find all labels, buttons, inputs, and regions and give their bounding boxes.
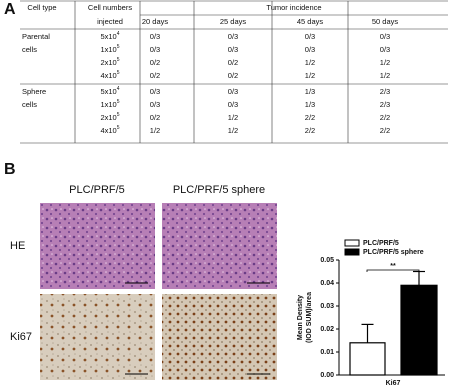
cell-number-exp: 4 [117,86,120,92]
cell-number: 4x105 [100,70,119,80]
header-cell: 45 days [297,17,324,26]
incidence: 0/3 [150,32,160,41]
row-label: Ki67 [10,331,32,343]
incidence: 1/2 [305,58,315,67]
cell-number-base: 2x10 [100,113,116,122]
he-image [40,203,155,289]
header-cell: Cell numbers [88,3,132,12]
incidence: 0/3 [150,100,160,109]
significance-bracket [366,269,420,272]
cell-number: 2x105 [100,57,119,67]
ki67-image [40,294,155,380]
row-label: HE [10,240,25,252]
row-group: cells [22,100,37,109]
cell-number-exp: 4 [117,31,120,37]
incidence: 0/2 [228,71,238,80]
cell-number-exp: 5 [117,112,120,118]
header-cell: 50 days [372,17,399,26]
cell-number-base: 1x10 [100,45,116,54]
cell-number-base: 2x10 [100,58,116,67]
incidence: 0/2 [228,58,238,67]
incidence: 2/3 [380,87,390,96]
header-cell: Tumor incidence [266,3,321,12]
row-group: cells [22,45,37,54]
column-label: PLC/PRF/5 sphere [173,184,265,196]
cell-number: 5x104 [100,86,119,96]
incidence: 1/2 [305,71,315,80]
tissue-images [40,203,277,380]
cell-number-exp: 5 [117,57,120,63]
header-cell: 25 days [220,17,247,26]
incidence: 0/3 [228,45,238,54]
y-tick-label: 0.01 [320,349,334,356]
significance: ** [390,263,396,270]
incidence: 2/3 [380,100,390,109]
cell-number-base: 5x10 [100,87,116,96]
panel-label: A [4,1,16,18]
incidence: 0/3 [305,32,315,41]
panel-label: B [4,161,16,178]
cell-number: 1x105 [100,44,119,54]
incidence: 0/2 [150,71,160,80]
header-cell: Cell type [27,3,56,12]
he-image [162,203,277,289]
incidence: 1/3 [305,87,315,96]
cell-number-base: 4x10 [100,126,116,135]
incidence: 0/3 [150,87,160,96]
ki67-image [162,294,277,380]
incidence: 0/3 [380,45,390,54]
incidence: 1/2 [150,126,160,135]
cell-number-exp: 5 [117,70,120,76]
cell-number-base: 4x10 [100,71,116,80]
incidence: 1/3 [305,100,315,109]
column-label: PLC/PRF/5 [69,184,125,196]
cell-number: 4x105 [100,125,119,135]
incidence: 0/2 [150,113,160,122]
y-tick-label: 0.02 [320,326,334,333]
cell-number-exp: 5 [117,125,120,131]
incidence: 0/3 [150,45,160,54]
legend-swatch [344,248,360,256]
incidence: 0/3 [228,100,238,109]
incidence: 2/2 [380,126,390,135]
x-tick-label: Ki67 [386,380,401,387]
row-group: Sphere [22,87,46,96]
incidence: 2/2 [305,126,315,135]
bar [400,284,438,376]
header-cell: 20 days [142,17,169,26]
cell-number-exp: 5 [117,99,120,105]
legend-swatch [344,239,360,247]
legend-label: PLC/PRF/5 sphere [363,249,424,256]
incidence: 0/3 [305,45,315,54]
header-cell: injected [97,17,123,26]
y-tick-label: 0.05 [320,257,334,264]
incidence: 2/2 [380,113,390,122]
incidence: 2/2 [305,113,315,122]
incidence: 1/2 [228,113,238,122]
incidence: 0/3 [228,32,238,41]
cell-number-base: 1x10 [100,100,116,109]
row-group: Parental [22,32,50,41]
y-tick-label: 0.03 [320,303,334,310]
incidence: 1/2 [380,71,390,80]
incidence: 0/3 [380,32,390,41]
cell-number: 5x104 [100,31,119,41]
cell-number: 2x105 [100,112,119,122]
cell-number-exp: 5 [117,44,120,50]
y-axis-label: (IOD SUM)/area [306,292,313,343]
y-tick-label: 0.04 [320,280,334,287]
cell-number: 1x105 [100,99,119,109]
y-axis-label: Mean Density [297,295,304,340]
incidence: 0/2 [150,58,160,67]
bar [349,342,386,376]
incidence: 1/2 [228,126,238,135]
legend-label: PLC/PRF/5 [363,240,399,247]
incidence: 1/2 [380,58,390,67]
y-tick-label: 0.00 [320,372,334,379]
cell-number-base: 5x10 [100,32,116,41]
incidence: 0/3 [228,87,238,96]
